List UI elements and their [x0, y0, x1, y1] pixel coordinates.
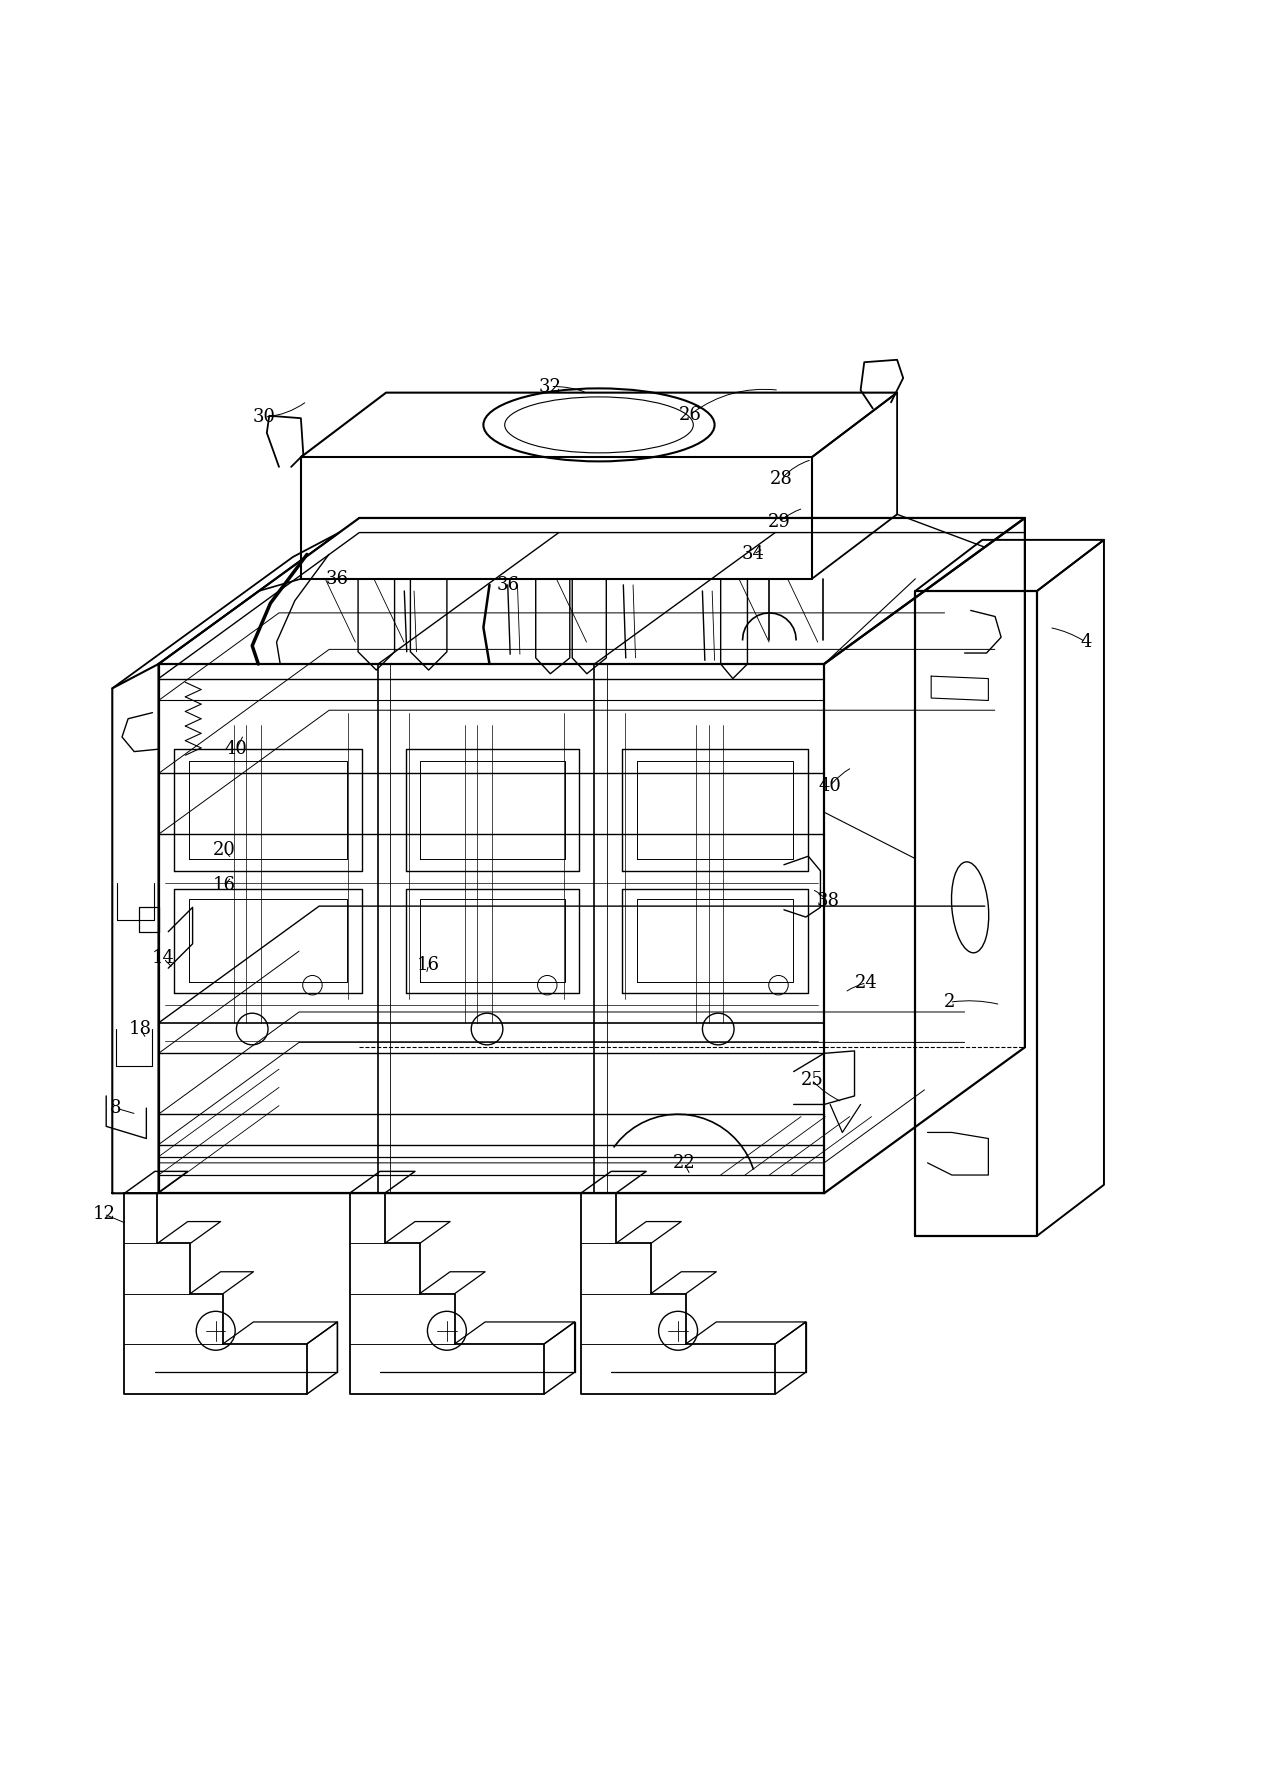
Text: 16: 16 — [417, 955, 440, 973]
Text: 24: 24 — [855, 973, 878, 992]
Text: 30: 30 — [253, 408, 276, 426]
Text: 25: 25 — [801, 1072, 824, 1090]
Text: 4: 4 — [1080, 632, 1092, 652]
Text: 8: 8 — [111, 1098, 122, 1118]
Text: 20: 20 — [212, 841, 235, 858]
Text: 38: 38 — [816, 892, 839, 909]
Text: 34: 34 — [742, 546, 765, 563]
Text: 12: 12 — [93, 1204, 116, 1224]
Text: 40: 40 — [819, 777, 841, 795]
Text: 36: 36 — [325, 570, 350, 588]
Text: 32: 32 — [539, 378, 562, 396]
Text: 40: 40 — [225, 740, 248, 758]
Text: 36: 36 — [496, 576, 520, 593]
Text: 29: 29 — [768, 512, 791, 530]
Text: 22: 22 — [672, 1153, 695, 1173]
Text: 28: 28 — [770, 470, 793, 487]
Text: 2: 2 — [944, 992, 955, 1012]
Text: 14: 14 — [153, 950, 175, 968]
Text: 26: 26 — [679, 406, 702, 424]
Text: 16: 16 — [212, 876, 235, 894]
Text: 18: 18 — [128, 1021, 151, 1038]
